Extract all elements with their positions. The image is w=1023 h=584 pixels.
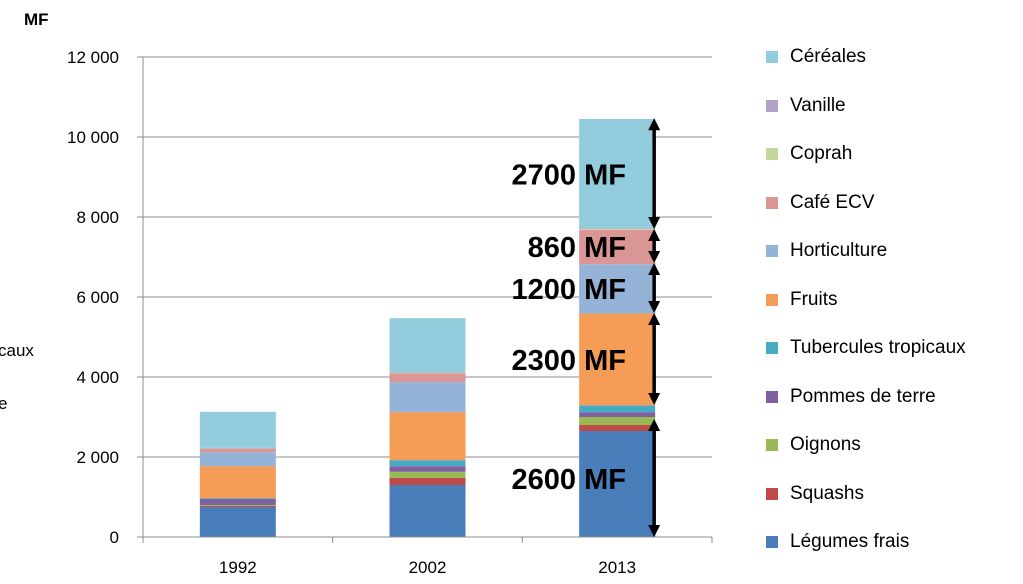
- annotation-label: 2700 MF: [512, 160, 626, 192]
- legend-label: Coprah: [790, 143, 853, 164]
- legend-swatch: [766, 293, 778, 306]
- legend-swatch: [766, 439, 778, 451]
- bar-segment: [389, 373, 466, 383]
- bar-segment: [579, 229, 656, 230]
- legend-label: Oignons: [790, 434, 861, 455]
- bar-segment: [199, 466, 276, 499]
- x-tick-label: 2002: [409, 558, 447, 577]
- bar-segment: [579, 229, 656, 265]
- bars: [199, 119, 656, 537]
- bar-segment: [199, 449, 276, 453]
- arrow-head-down: [648, 251, 661, 263]
- annotations: 2600 MF 2300 MF 1200 MF 860 MF 2700 MF: [512, 118, 661, 537]
- legend-label: Pommes de terre: [790, 385, 936, 407]
- annotation-label: 2300 MF: [512, 345, 626, 377]
- arrow-head-up: [648, 118, 661, 131]
- legend-swatch: [766, 536, 778, 548]
- legend-label: Horticulture: [790, 240, 888, 261]
- annotation-label: 1200 MF: [512, 274, 626, 306]
- bar-segment: [579, 431, 656, 537]
- bar-segment: [389, 466, 466, 472]
- legend-swatch: [766, 487, 778, 500]
- legend-label: Céréales: [790, 46, 867, 67]
- annotation-arrow: [648, 263, 661, 313]
- legend-label: Café ECV: [790, 191, 875, 213]
- y-tick-label: 8 000: [76, 208, 119, 227]
- y-tick-labels: 0 2 000 4 000 6 000 8 000 10 000 12 000: [67, 48, 119, 547]
- x-tick-label: 1992: [219, 558, 257, 577]
- bar-segment: [389, 318, 466, 373]
- annotation-arrow: [648, 229, 661, 263]
- arrow-head-up: [648, 419, 661, 431]
- bar-segment: [199, 505, 276, 506]
- bar-segment: [579, 412, 656, 417]
- y-tick-label: 0: [110, 528, 119, 547]
- bar-segment: [579, 425, 656, 431]
- legend-label: Légumes frais: [790, 531, 910, 552]
- bar-segment: [579, 417, 656, 425]
- bar-segment: [579, 313, 656, 406]
- arrow-head-down: [648, 525, 661, 537]
- bar-segment: [389, 471, 466, 478]
- arrow-head-up: [648, 263, 661, 275]
- arrow-head-up: [648, 313, 661, 325]
- bar-segment: [579, 119, 656, 229]
- legend-label: Vanille: [790, 94, 846, 116]
- y-tick-label: 2 000: [76, 448, 119, 467]
- y-unit-label: MF: [24, 10, 49, 29]
- legend-swatch: [766, 342, 778, 354]
- y-tick-label: 4 000: [76, 368, 119, 387]
- annotation-arrow: [648, 118, 661, 229]
- legend-swatch: [766, 390, 778, 403]
- bar-segment: [199, 452, 276, 467]
- bar-segment: [199, 411, 276, 448]
- bar-segment: [579, 405, 656, 413]
- arrow-head-down: [648, 393, 661, 405]
- bar-segment: [199, 499, 276, 505]
- legend-swatch: [766, 51, 778, 63]
- annotation-arrow: [648, 419, 661, 537]
- legend-swatch: [766, 148, 778, 160]
- bar-segment: [389, 485, 466, 537]
- annotation-arrow: [648, 313, 661, 405]
- axes: [142, 57, 713, 543]
- legend-swatch: [766, 196, 778, 209]
- bar-segment: [199, 498, 276, 499]
- bar-segment: [389, 477, 466, 485]
- bar-segment: [389, 412, 466, 461]
- annotation-label: 860 MF: [528, 232, 626, 264]
- legend-label: Squashs: [790, 482, 864, 504]
- bar-segment: [579, 228, 656, 229]
- bar-segment: [199, 447, 276, 449]
- bar-segment: [389, 372, 466, 373]
- arrow-head-up: [648, 229, 661, 241]
- bar-segment: [579, 264, 656, 314]
- clipped-label-1: caux: [0, 341, 34, 360]
- y-tick-label: 12 000: [67, 48, 119, 67]
- annotation-label: 2600 MF: [512, 464, 626, 496]
- arrow-head-down: [648, 301, 661, 313]
- bar-segment: [389, 460, 466, 467]
- clipped-label-2: e: [0, 394, 8, 413]
- x-tick-labels: 1992 2002 2013: [219, 558, 636, 577]
- bar-segment: [389, 382, 466, 413]
- y-tick-label: 10 000: [67, 128, 119, 147]
- legend-swatch: [766, 99, 778, 112]
- legend-swatch: [766, 245, 778, 257]
- x-tick-label: 2013: [598, 558, 636, 577]
- bar-segment: [199, 505, 276, 507]
- y-tick-label: 6 000: [76, 288, 119, 307]
- legend-label: Fruits: [790, 288, 838, 310]
- bar-segment: [199, 507, 276, 537]
- arrow-head-down: [648, 217, 661, 229]
- legend-label: Tubercules tropicaux: [790, 337, 966, 358]
